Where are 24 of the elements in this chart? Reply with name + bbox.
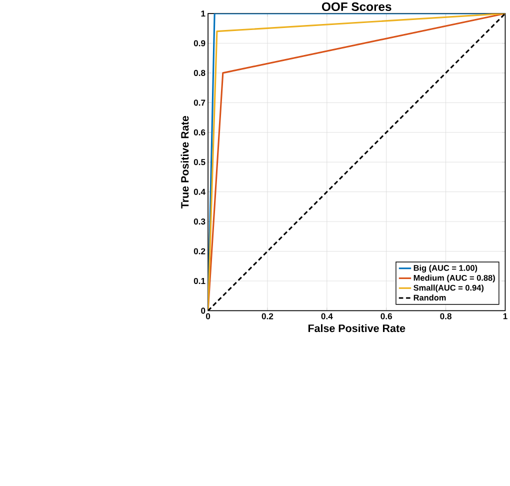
x-tick-label: 0 xyxy=(206,313,210,320)
y-tick-label: 0.1 xyxy=(194,278,206,284)
x-tick-label: 0.4 xyxy=(321,313,333,320)
y-tick-label: 0.5 xyxy=(194,159,206,166)
y-tick-label: 0.7 xyxy=(194,100,206,106)
legend-label: Medium (AUC = 0.88) xyxy=(414,274,495,282)
x-tick-label: 0.2 xyxy=(262,313,274,320)
y-tick-label: 1 xyxy=(201,10,206,16)
legend-label: Random xyxy=(414,294,446,301)
y-tick-label: 0.4 xyxy=(194,188,206,195)
x-tick-label: 0.8 xyxy=(440,313,452,320)
x-tick-label: 0.6 xyxy=(380,313,392,320)
y-tick-label: 0.9 xyxy=(194,40,206,46)
y-axis-title: True Positive Rate xyxy=(180,116,189,208)
y-tick-label: 0.8 xyxy=(194,70,206,76)
y-tick-label: 0.2 xyxy=(194,248,206,254)
x-axis-title: False Positive Rate xyxy=(308,324,406,332)
y-tick-label: 0.6 xyxy=(194,129,206,136)
legend-label: Small(AUC = 0.94) xyxy=(414,284,484,292)
y-tick-label: 0 xyxy=(201,308,206,314)
y-tick-label: 0.3 xyxy=(194,218,206,225)
x-tick-label: 1 xyxy=(503,313,508,320)
legend-label: Big (AUC = 1.00) xyxy=(414,264,478,273)
chart-title: OOF Scores xyxy=(322,2,392,11)
